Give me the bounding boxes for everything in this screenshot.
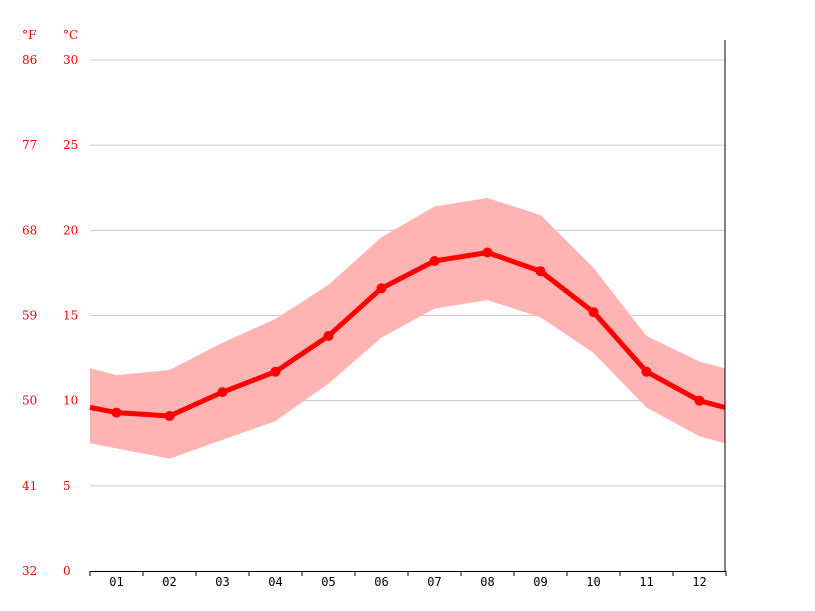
x-axis-ticks: [89, 571, 727, 576]
celsius-tick-label: 10: [63, 394, 78, 408]
data-point: [111, 407, 122, 418]
data-point: [535, 266, 546, 277]
temperature-range-band: [90, 197, 725, 459]
celsius-tick-label: 5: [63, 479, 71, 493]
celsius-tick-label: 20: [63, 223, 78, 237]
x-tick-label: 12: [692, 575, 706, 589]
x-tick-label: 06: [374, 575, 388, 589]
fahrenheit-unit-label: °F: [22, 28, 36, 42]
fahrenheit-tick-label: 86: [22, 53, 37, 67]
x-tick-label: 02: [162, 575, 176, 589]
x-tick-label: 04: [268, 575, 282, 589]
x-tick-label: 01: [109, 575, 123, 589]
fahrenheit-tick-label: 77: [22, 138, 37, 152]
data-point: [376, 283, 387, 294]
x-tick-label: 03: [215, 575, 229, 589]
fahrenheit-tick-label: 41: [22, 479, 37, 493]
data-point: [482, 247, 493, 258]
x-axis-labels: 01 02 03 04 05 06 07 08 09 10 11 12: [109, 575, 706, 589]
x-tick-label: 09: [533, 575, 547, 589]
fahrenheit-tick-label: 68: [22, 223, 37, 237]
data-point: [588, 307, 599, 318]
x-tick-label: 07: [427, 575, 441, 589]
data-point: [164, 410, 175, 421]
fahrenheit-tick-label: 59: [22, 309, 37, 323]
data-point: [429, 255, 440, 266]
average-temperature-line: [89, 249, 726, 419]
x-tick-label: 11: [639, 575, 653, 589]
x-tick-label: 05: [321, 575, 335, 589]
celsius-tick-label: 25: [63, 138, 78, 152]
data-point: [217, 387, 228, 398]
celsius-tick-label: 30: [63, 53, 78, 67]
data-point: [323, 330, 334, 341]
celsius-tick-label: 15: [63, 309, 78, 323]
x-tick-label: 08: [480, 575, 494, 589]
fahrenheit-tick-label: 50: [22, 394, 37, 408]
y-axis-labels: °F °C 86 30 77 25 68 20 59 15 50 10 41 5 32 0: [22, 28, 78, 578]
celsius-tick-label: 0: [63, 564, 71, 578]
data-point: [270, 366, 281, 377]
celsius-unit-label: °C: [63, 28, 78, 42]
data-points: [111, 247, 705, 421]
fahrenheit-tick-label: 32: [22, 564, 37, 578]
data-point: [694, 395, 705, 406]
data-point: [641, 366, 652, 377]
x-tick-label: 10: [586, 575, 600, 589]
